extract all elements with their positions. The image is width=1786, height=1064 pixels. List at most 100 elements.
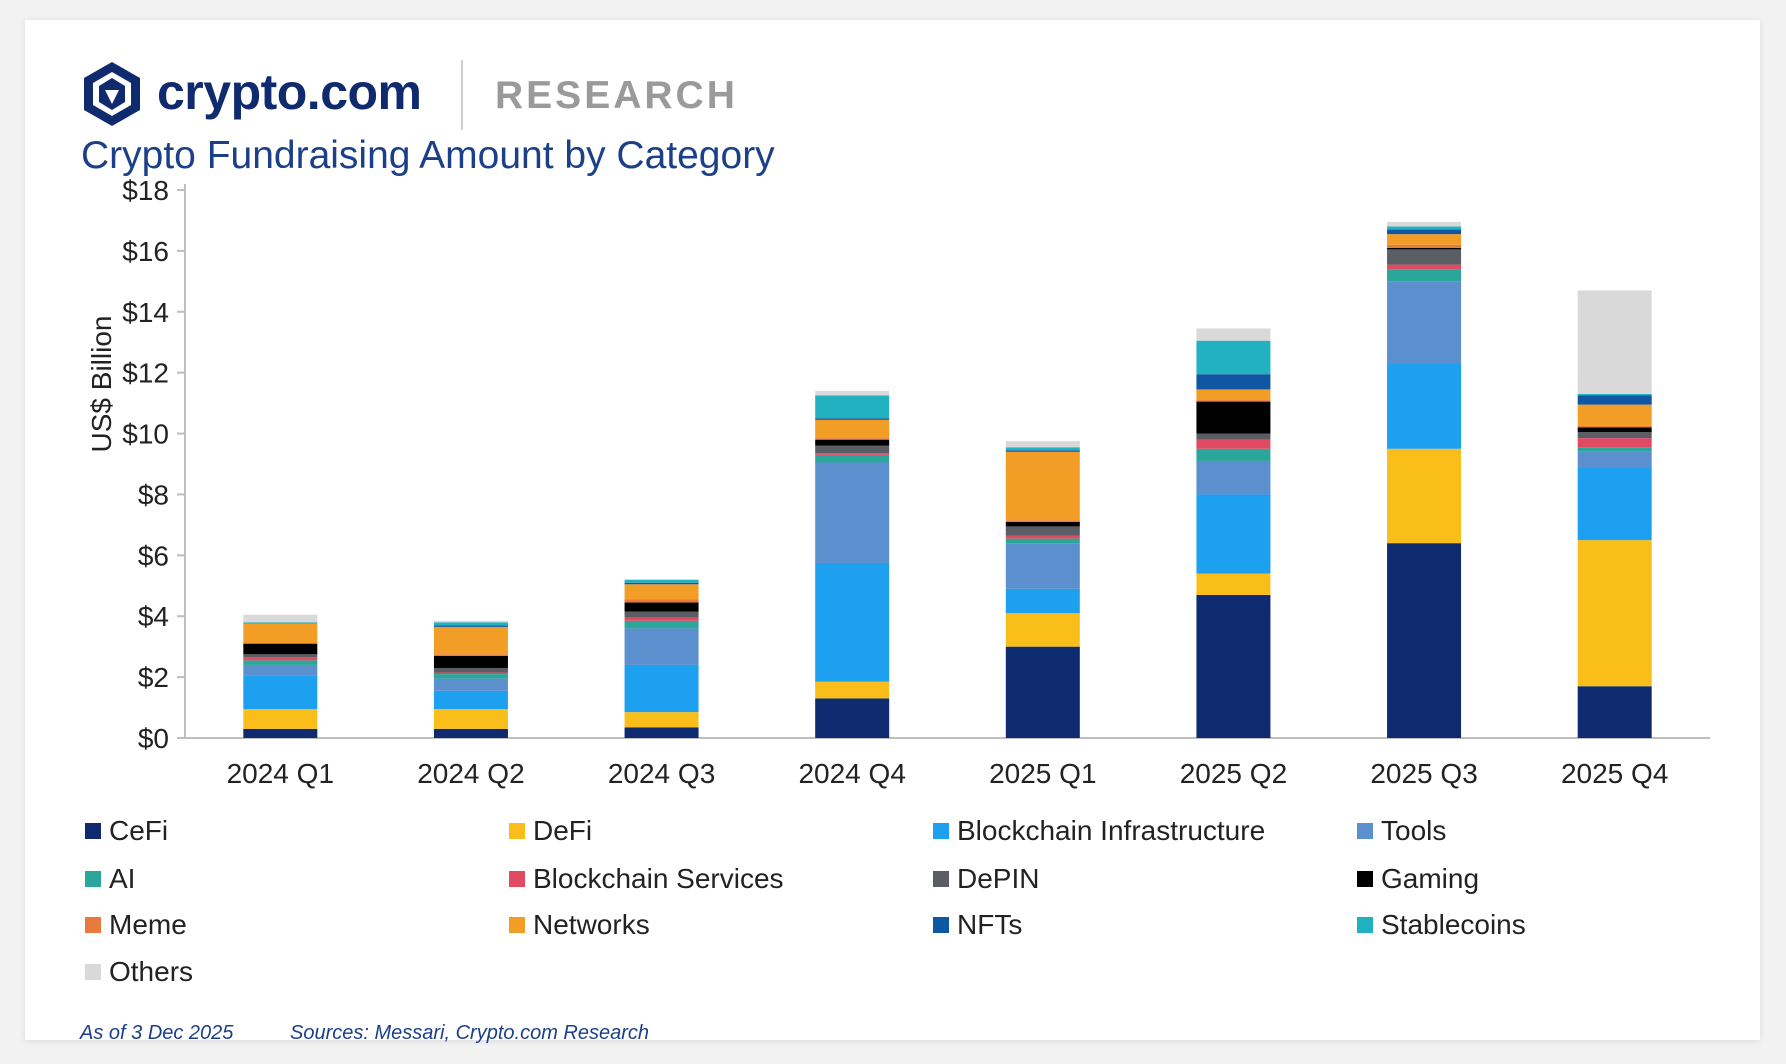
bar-segment-tools: [1196, 460, 1271, 495]
legend-label: Gaming: [1381, 863, 1480, 894]
bar-segment-gaming: [243, 643, 318, 655]
y-tick-label: $16: [122, 236, 169, 267]
bar-segment-blockchain-services: [1577, 438, 1652, 448]
bar-segment-meme: [624, 599, 699, 603]
legend-item-tools: Tools: [1357, 813, 1446, 849]
bar-segment-networks: [1577, 404, 1652, 426]
chart-card: crypto.com RESEARCH Crypto Fundraising A…: [25, 20, 1760, 1044]
bar-segment-blockchain-infrastructure: [1387, 363, 1462, 449]
legend-item-blockchain-infrastructure: Blockchain Infrastructure: [933, 813, 1265, 849]
bar-segment-blockchain-services: [433, 672, 508, 675]
legend-label: Others: [109, 956, 194, 987]
x-tick-label: 2024 Q2: [417, 758, 524, 789]
legend-label: NFTs: [957, 909, 1023, 940]
bar-segment-ai: [243, 660, 318, 665]
bar-segment-blockchain-services: [1005, 535, 1080, 539]
bar-segment-others: [433, 620, 508, 623]
bar-segment-networks: [1387, 234, 1462, 245]
bar-segment-stablecoins: [243, 622, 318, 624]
bar-segment-meme: [1577, 425, 1652, 428]
legend-swatch: [509, 823, 525, 839]
legend-swatch: [933, 917, 949, 933]
legend-swatch: [85, 917, 101, 933]
bar-segment-blockchain-infrastructure: [815, 562, 890, 682]
bar-segment-tools: [243, 664, 318, 676]
bar-segment-others: [1196, 328, 1271, 341]
bar-segment-tools: [433, 678, 508, 691]
bar-segment-cefi: [1005, 646, 1080, 738]
legend-item-gaming: Gaming: [1357, 861, 1479, 897]
bar-segment-blockchain-infrastructure: [1196, 494, 1271, 574]
sources-note: Sources: Messari, Crypto.com Research: [290, 1022, 650, 1044]
y-tick-label: $2: [138, 662, 169, 693]
legend-label: CeFi: [109, 815, 169, 846]
legend-swatch: [1357, 917, 1373, 933]
bar-segment-meme: [1387, 244, 1462, 248]
bar-segment-ai: [433, 674, 508, 679]
bar-segment-gaming: [1196, 401, 1271, 434]
as-of-note: As of 3 Dec 2025: [80, 1022, 234, 1044]
bar-segment-blockchain-services: [1387, 264, 1462, 270]
bar-segment-nfts: [815, 418, 890, 420]
bar-segment-gaming: [815, 439, 890, 446]
x-tick-label: 2024 Q3: [608, 758, 715, 789]
bar-segment-stablecoins: [1387, 226, 1462, 230]
legend-swatch: [85, 964, 101, 980]
bar-segment-stablecoins: [1196, 340, 1271, 375]
legend-item-nfts: NFTs: [933, 907, 1022, 943]
legend-label: AI: [109, 863, 136, 894]
bar-segment-blockchain-infrastructure: [1005, 588, 1080, 614]
legend-label: Stablecoins: [1381, 909, 1526, 940]
legend-label: Blockchain Services: [533, 863, 784, 894]
bar-segment-defi: [1005, 613, 1080, 647]
x-tick-label: 2025 Q3: [1370, 758, 1477, 789]
legend-swatch: [509, 871, 525, 887]
bar-segment-blockchain-infrastructure: [433, 690, 508, 710]
stacked-bar-chart: $0 $2 $4 $6 $8 $10 $12 $14 $16 $18 US$ Billion 2024…: [86, 175, 1710, 789]
bar-segment-meme: [815, 438, 890, 440]
legend-label: DeFi: [533, 815, 593, 846]
legend-item-others: Others: [85, 954, 193, 990]
bar-segment-gaming: [1577, 427, 1652, 433]
legend-item-cefi: CeFi: [85, 813, 168, 849]
bar-segment-ai: [1387, 269, 1462, 282]
legend-item-defi: DeFi: [509, 813, 592, 849]
bar-segment-others: [815, 390, 890, 396]
bar-segment-tools: [1387, 281, 1462, 364]
bar-segment-networks: [1196, 389, 1271, 401]
bar-segment-nfts: [433, 625, 508, 627]
bar-segment-depin: [243, 654, 318, 658]
bar-segment-depin: [1577, 432, 1652, 439]
legend-swatch: [1357, 871, 1373, 887]
bar-segment-gaming: [433, 655, 508, 668]
legend-swatch: [1357, 823, 1373, 839]
y-tick-label: $0: [138, 723, 169, 754]
bar-segment-ai: [815, 454, 890, 463]
bar-segment-cefi: [243, 728, 318, 738]
bar-segment-cefi: [1577, 686, 1652, 738]
bar-segment-tools: [624, 628, 699, 665]
bar-segment-defi: [243, 709, 318, 729]
legend-swatch: [85, 871, 101, 887]
bar-segment-defi: [1387, 448, 1462, 544]
bar-segment-meme: [1196, 400, 1271, 402]
bar-segment-tools: [1005, 543, 1080, 589]
bar-segment-depin: [1387, 249, 1462, 265]
bar-segment-blockchain-services: [243, 657, 318, 661]
bar-segment-defi: [624, 712, 699, 728]
brand-subtitle: RESEARCH: [495, 74, 738, 117]
legend-label: Blockchain Infrastructure: [957, 815, 1266, 846]
bar-segment-stablecoins: [433, 622, 508, 626]
bar-segment-defi: [433, 709, 508, 729]
bar-segment-others: [1387, 221, 1462, 227]
y-tick-label: $10: [122, 419, 169, 450]
bar-segment-stablecoins: [624, 579, 699, 583]
y-tick-label: $8: [138, 479, 169, 510]
legend-swatch: [933, 823, 949, 839]
legend-label: Tools: [1381, 815, 1447, 846]
bar-segment-blockchain-services: [815, 453, 890, 455]
bar-segment-depin: [1196, 433, 1271, 440]
bar-segment-blockchain-infrastructure: [624, 664, 699, 713]
y-tick-label: $6: [138, 540, 169, 571]
legend-item-ai: AI: [85, 861, 135, 897]
